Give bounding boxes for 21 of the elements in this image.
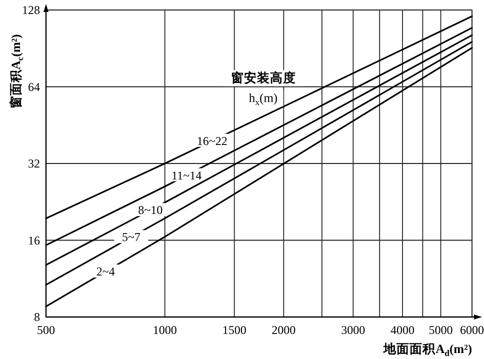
- series-label: 11~14: [172, 168, 202, 182]
- x-tick-label: 6000: [460, 323, 484, 337]
- series-label: 16~22: [196, 134, 228, 148]
- x-tick-label: 1500: [222, 323, 246, 337]
- y-tick-label: 8: [34, 310, 40, 324]
- x-tick-label: 2000: [272, 323, 296, 337]
- y-tick-label: 128: [22, 3, 40, 17]
- annotation: h$_{x}$(m): [248, 91, 278, 108]
- x-tick-label: 1000: [152, 323, 177, 337]
- series-label: 2~4: [96, 264, 115, 279]
- y-tick-label: 16: [28, 233, 40, 248]
- x-tick-label: 4000: [390, 323, 414, 337]
- legend-title: 窗安装高度: [230, 70, 296, 86]
- series-label: 8~10: [138, 203, 163, 218]
- x-tick-label: 5000: [428, 323, 453, 337]
- x-axis-title: 地面面积A$_{d}$(m²): [382, 342, 472, 358]
- y-tick-label: 32: [28, 156, 40, 170]
- series-label: 5~7: [122, 230, 140, 244]
- x-tick-label: 500: [37, 323, 55, 337]
- x-tick-label: 3000: [341, 323, 366, 337]
- y-tick-label: 64: [28, 80, 40, 94]
